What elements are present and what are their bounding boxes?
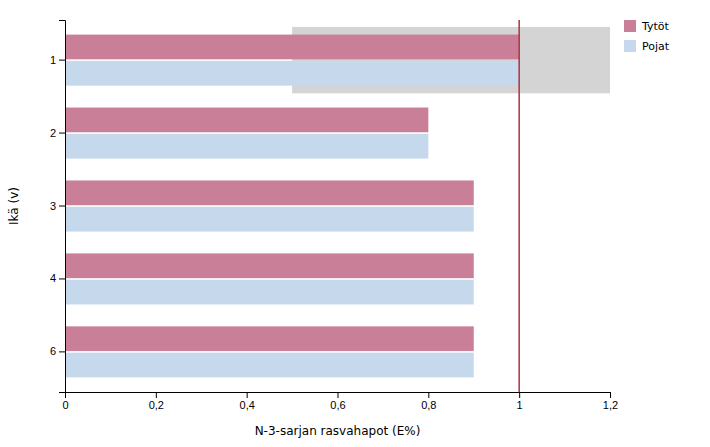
y-tick-label: 4 [50,272,56,284]
x-tick: 1,2 [603,392,618,411]
reference-line [518,20,520,392]
x-tick: 0,8 [421,392,436,411]
legend-item: Tytöt [624,20,670,33]
y-axis-title: Ikä (v) [7,187,21,225]
y-axis-line [59,21,66,393]
bar [65,108,428,133]
legend-swatch [624,20,636,32]
legend-label: Pojat [642,40,670,53]
x-tick-mark [610,392,611,398]
x-axis-title: N-3-sarjan rasvahapot (E%) [255,424,421,438]
bar [65,280,474,305]
bar-series [65,35,519,352]
x-axis-line [66,393,611,399]
bar [65,134,428,159]
legend: Tytöt Pojat [624,20,670,53]
y-tick-label: 2 [50,127,56,139]
x-axis: 0 0,2 0,4 0,6 0,8 1 1,2 [62,392,618,411]
y-tick-mark [59,206,65,207]
x-tick-label: 0,8 [421,399,436,411]
bar [65,61,519,86]
x-tick-label: 0,2 [149,399,164,411]
y-tick-mark [59,60,65,61]
y-tick-mark [59,278,65,279]
x-tick-mark [338,392,339,398]
y-tick-mark [59,351,65,352]
legend-item: Pojat [624,40,670,53]
y-axis: 1 2 3 4 6 [50,21,66,393]
x-tick-label: 1,2 [603,399,618,411]
bar [65,207,474,232]
x-tick-mark [247,392,248,398]
x-tick: 1 [517,392,523,411]
y-tick: 3 [50,200,65,212]
x-tick-label: 1 [517,399,523,411]
bar [65,326,474,351]
x-tick-label: 0 [62,399,68,411]
bar-series [65,61,519,378]
legend-swatch [624,40,636,52]
plot-area: 0 0,2 0,4 0,6 0,8 1 1,2 1 2 3 4 6 [50,20,618,411]
y-tick-mark [59,133,65,134]
x-tick: 0 [62,392,68,411]
x-tick-mark [156,392,157,398]
x-tick: 0,4 [240,392,255,411]
x-tick-mark [519,392,520,398]
y-tick: 4 [50,272,65,284]
x-tick-label: 0,4 [240,399,255,411]
chart: 0 0,2 0,4 0,6 0,8 1 1,2 1 2 3 4 6 N-3-sarjan rasvaha… [0,0,710,447]
x-tick: 0,2 [149,392,164,411]
bar [65,353,474,378]
bar [65,180,474,205]
marks [65,20,610,392]
x-tick: 0,6 [330,392,345,411]
y-tick-label: 3 [50,200,56,212]
bar [65,253,474,278]
x-tick-mark [428,392,429,398]
y-tick: 2 [50,127,65,139]
x-tick-label: 0,6 [330,399,345,411]
legend-label: Tytöt [641,20,670,33]
bar [65,35,519,60]
y-tick: 6 [50,345,65,357]
y-tick-label: 1 [50,54,56,66]
y-tick-label: 6 [50,345,56,357]
y-tick: 1 [50,54,65,66]
